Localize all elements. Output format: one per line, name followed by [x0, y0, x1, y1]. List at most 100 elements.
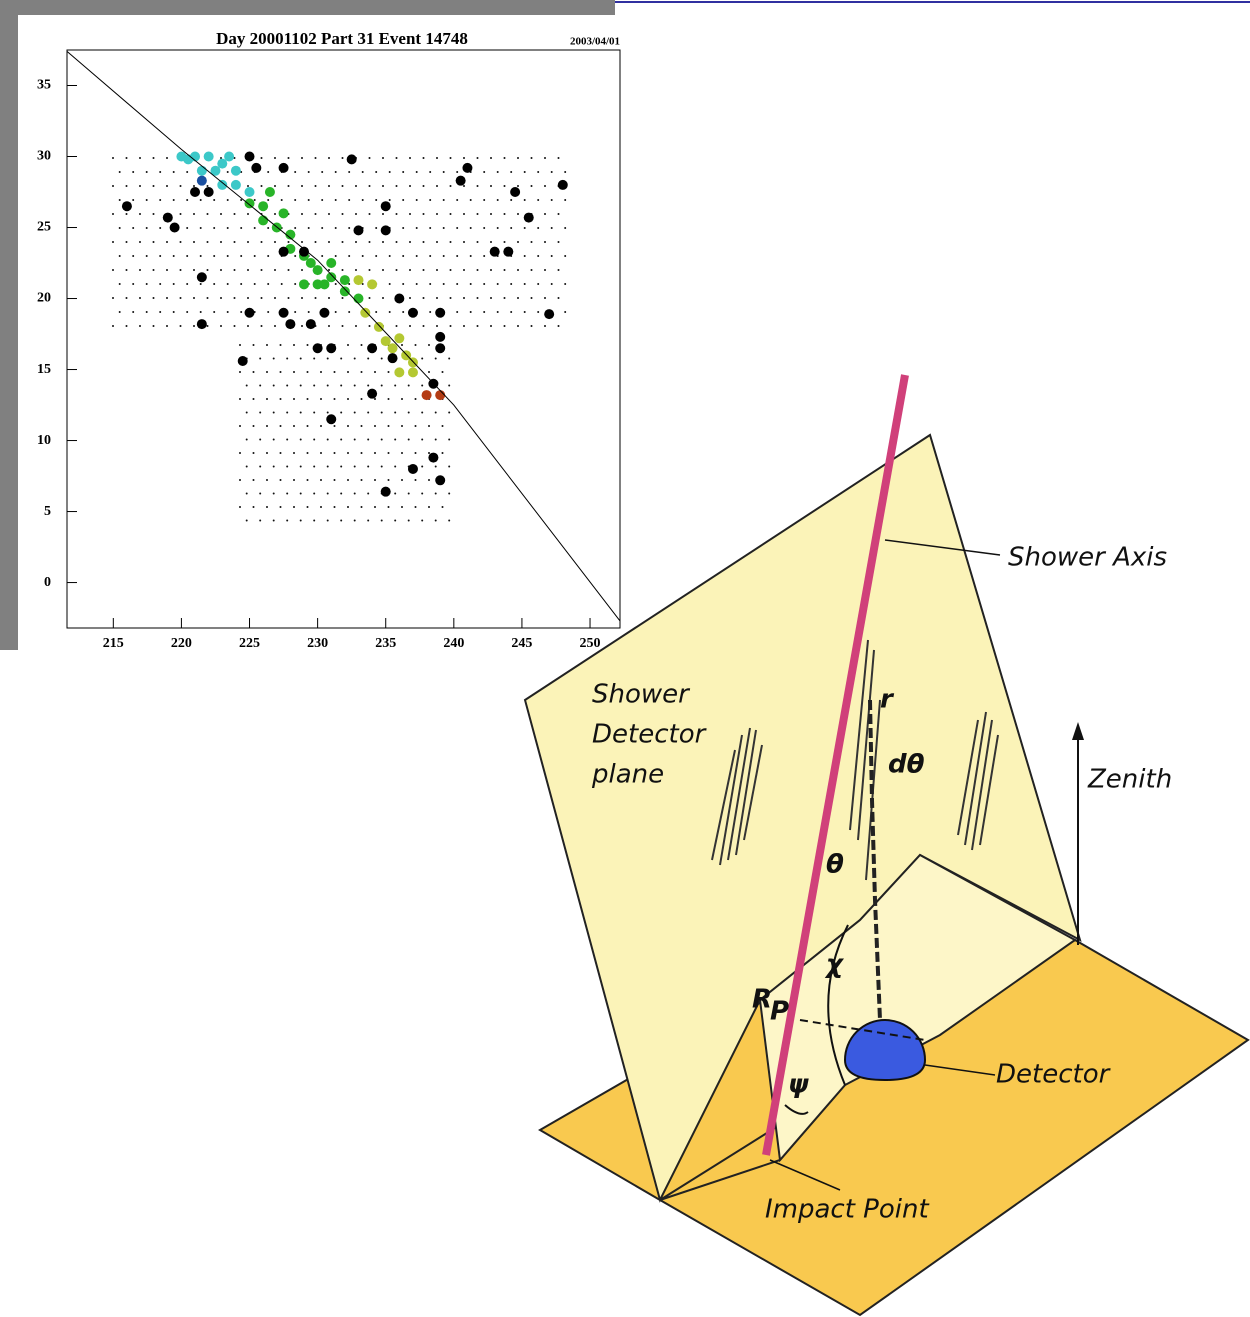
tube-dot — [273, 412, 275, 414]
tube-dot — [342, 213, 344, 215]
tube-dot — [388, 452, 390, 454]
tube-dot — [254, 283, 256, 285]
tube-dot — [347, 425, 349, 427]
tube-dot — [281, 199, 283, 201]
tube-dot — [423, 325, 425, 327]
canvas: Shower Axis Shower Detector plane r dθ θ… — [0, 0, 1250, 1317]
tube-dot — [428, 452, 430, 454]
tube-dot — [207, 185, 209, 187]
tube-dot — [429, 283, 431, 285]
tube-dot — [537, 227, 539, 229]
tube-dot — [288, 297, 290, 299]
tube-dot — [429, 255, 431, 257]
tube-dot — [227, 255, 229, 257]
tube-dot — [347, 344, 349, 346]
tube-dot — [280, 506, 282, 508]
hit — [462, 163, 472, 173]
x-tick-label: 215 — [103, 636, 124, 651]
tube-dot — [274, 325, 276, 327]
tube-dot — [347, 452, 349, 454]
tube-dot — [153, 269, 155, 271]
tube-dot — [280, 452, 282, 454]
y-tick-label: 5 — [44, 504, 51, 519]
tube-dot — [510, 227, 512, 229]
tube-dot — [213, 311, 215, 313]
hit — [204, 187, 214, 197]
tube-dot — [456, 171, 458, 173]
tube-dot — [367, 466, 369, 468]
tube-dot — [340, 439, 342, 441]
hit — [122, 201, 132, 211]
tube-dot — [213, 255, 215, 257]
hit — [306, 319, 316, 329]
tube-dot — [159, 171, 161, 173]
tube-dot — [327, 385, 329, 387]
tube-dot — [361, 371, 363, 373]
tube-dot — [300, 493, 302, 495]
tube-dot — [456, 283, 458, 285]
hit — [238, 356, 248, 366]
tube-dot — [293, 506, 295, 508]
tube-dot — [463, 269, 465, 271]
tube-dot — [416, 283, 418, 285]
tube-dot — [240, 199, 242, 201]
tube-dot — [286, 358, 288, 360]
tube-dot — [463, 185, 465, 187]
tube-dot — [394, 466, 396, 468]
tube-dot — [254, 227, 256, 229]
tube-dot — [313, 358, 315, 360]
tube-dot — [247, 213, 249, 215]
tube-dot — [320, 425, 322, 427]
tube-dot — [307, 479, 309, 481]
tube-dot — [381, 385, 383, 387]
tube-dot — [213, 283, 215, 285]
tube-dot — [267, 311, 269, 313]
tube-dot — [564, 255, 566, 257]
tube-dot — [448, 358, 450, 360]
tube-dot — [564, 283, 566, 285]
tube-dot — [531, 157, 533, 159]
tube-dot — [301, 269, 303, 271]
tube-dot — [408, 520, 410, 522]
tube-dot — [415, 344, 417, 346]
tube-dot — [274, 213, 276, 215]
tube-dot — [126, 241, 128, 243]
tube-dot — [274, 269, 276, 271]
tube-dot — [415, 452, 417, 454]
tube-dot — [246, 439, 248, 441]
hit — [367, 389, 377, 399]
tube-dot — [266, 506, 268, 508]
tube-dot — [246, 493, 248, 495]
tube-dot — [510, 199, 512, 201]
hit — [544, 309, 554, 319]
tube-dot — [334, 425, 336, 427]
tube-dot — [153, 185, 155, 187]
tube-dot — [416, 171, 418, 173]
tube-dot — [166, 297, 168, 299]
tube-dot — [388, 479, 390, 481]
tube-dot — [315, 213, 317, 215]
tube-dot — [342, 185, 344, 187]
tube-dot — [307, 398, 309, 400]
hit — [319, 308, 329, 318]
tube-dot — [240, 283, 242, 285]
tube-dot — [328, 157, 330, 159]
tube-dot — [342, 157, 344, 159]
tube-dot — [166, 157, 168, 159]
tube-dot — [321, 227, 323, 229]
tube-dot — [246, 466, 248, 468]
tube-dot — [328, 269, 330, 271]
tube-dot — [259, 412, 261, 414]
tube-dot — [119, 171, 121, 173]
tube-dot — [300, 412, 302, 414]
hit — [299, 279, 309, 289]
hit — [245, 198, 255, 208]
tube-dot — [450, 157, 452, 159]
tube-dot — [342, 269, 344, 271]
tube-dot — [207, 325, 209, 327]
tube-dot — [173, 283, 175, 285]
tube-dot — [381, 520, 383, 522]
tube-dot — [247, 241, 249, 243]
y-tick-label: 20 — [37, 291, 51, 306]
tube-dot — [321, 199, 323, 201]
